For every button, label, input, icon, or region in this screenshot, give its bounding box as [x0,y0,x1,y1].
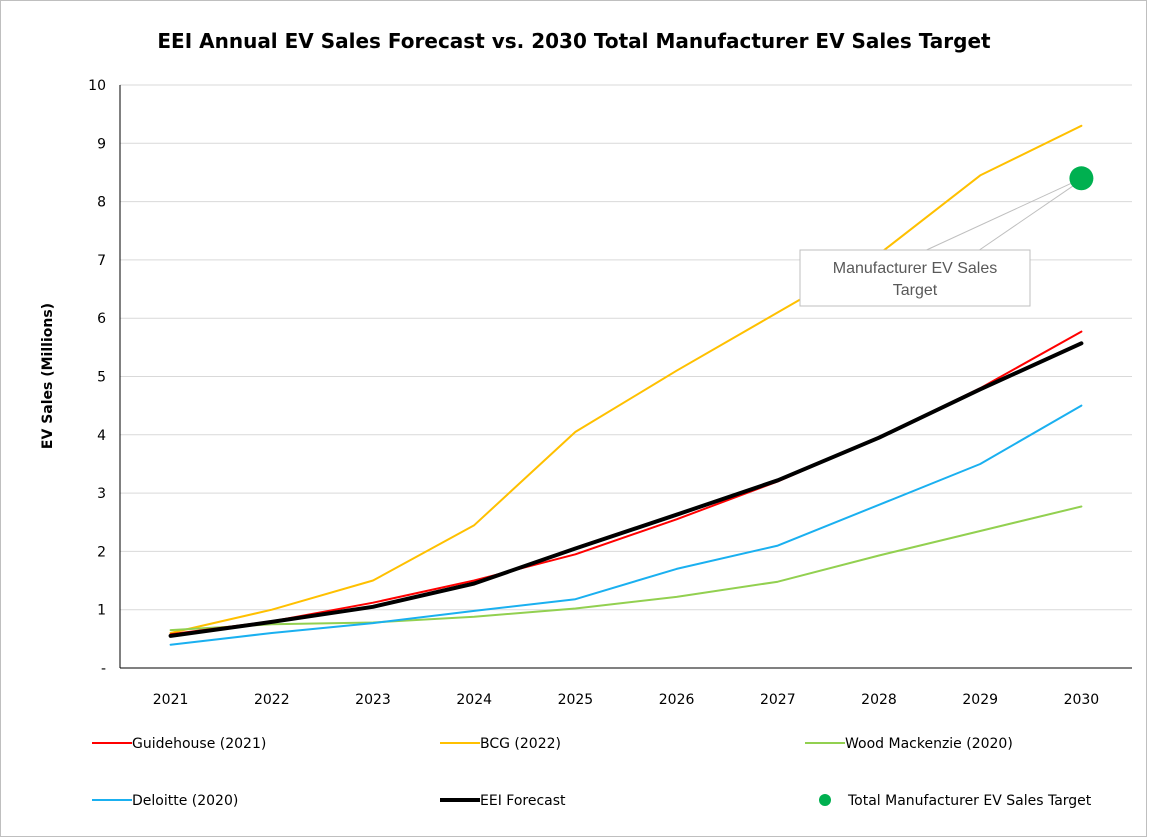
annotation: Manufacturer EV Sales Target [799,181,1076,307]
series-line-4 [168,341,1084,638]
annotation-text-line-0: Manufacturer EV Sales [833,260,998,277]
x-tick-label-2024: 2024 [456,692,492,708]
y-tick-label-10: 10 [88,78,106,94]
legend-label-3: Deloitte (2020) [132,793,238,809]
series-line-0 [169,124,1083,634]
y-tick-label-0: - [101,661,106,677]
x-tick-label-2030: 2030 [1064,692,1100,708]
y-tick-labels: - 1 2 3 4 5 6 7 8 9 10 [88,78,106,677]
legend-marker-5 [819,794,831,806]
legend: Guidehouse (2021) BCG (2022) Wood Mackenzi… [92,736,1092,809]
chart-title: EEI Annual EV Sales Forecast vs. 2030 To… [157,29,991,53]
x-tick-label-2026: 2026 [659,692,695,708]
y-axis-label: EV Sales (Millions) [40,303,56,449]
legend-label-0: Guidehouse (2021) [132,736,266,752]
y-tick-label-5: 5 [97,370,106,386]
y-tick-label-8: 8 [97,195,106,211]
x-tick-label-2027: 2027 [760,692,796,708]
legend-label-2: Wood Mackenzie (2020) [845,736,1013,752]
annotation-leader-1 [926,181,1074,251]
y-tick-label-1: 1 [97,603,106,619]
x-tick-label-2023: 2023 [355,692,391,708]
axes [119,85,1132,669]
legend-label-4: EEI Forecast [480,793,566,809]
y-tick-label-2: 2 [97,544,106,560]
y-tick-label-7: 7 [97,253,106,269]
x-tick-label-2021: 2021 [153,692,189,708]
x-tick-label-2028: 2028 [861,692,897,708]
annotation-text-line-1: Target [893,282,938,299]
x-tick-label-2029: 2029 [962,692,998,708]
series-line-1 [169,505,1083,632]
x-tick-label-2022: 2022 [254,692,290,708]
y-tick-label-3: 3 [97,486,106,502]
legend-label-1: BCG (2022) [480,736,561,752]
target-point-0 [1069,166,1094,191]
annotation-leader-2 [979,183,1076,251]
y-tick-label-4: 4 [97,428,106,444]
y-tick-label-6: 6 [97,311,106,327]
legend-label-5: Total Manufacturer EV Sales Target [847,793,1092,809]
y-tick-label-9: 9 [97,136,106,152]
target-points [1069,166,1094,191]
annotation-box [799,249,1031,307]
x-tick-label-2025: 2025 [558,692,594,708]
series-line-2 [169,404,1083,646]
series-lines [168,124,1084,646]
x-tick-labels: 2021 2022 2023 2024 2025 2026 2027 2028 2029 2030 [153,692,1099,708]
